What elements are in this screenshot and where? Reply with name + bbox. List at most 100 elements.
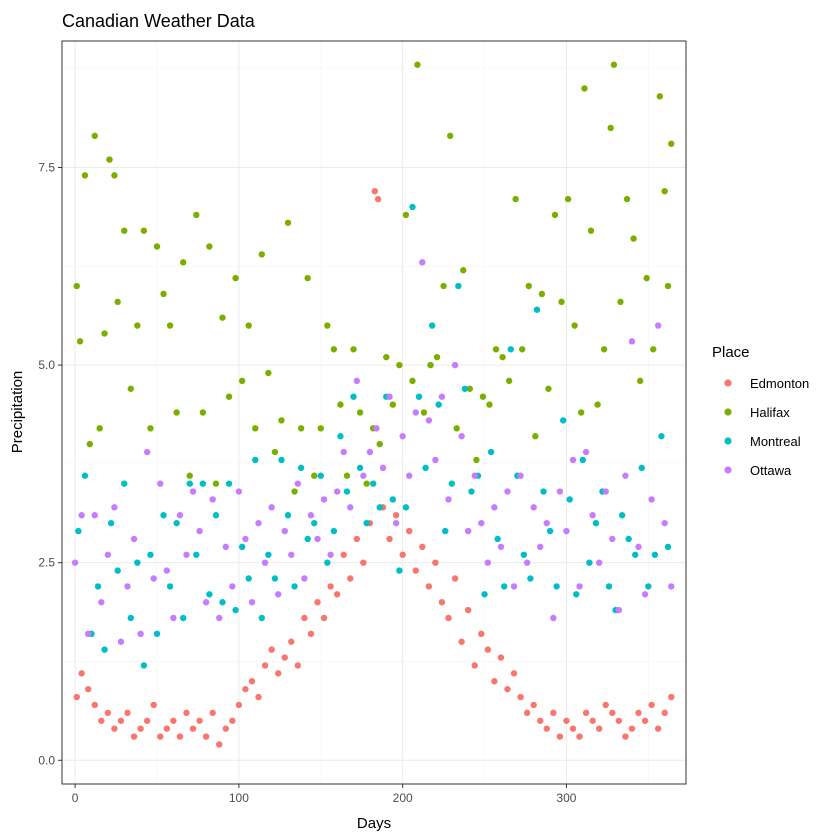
data-point-montreal <box>605 583 613 590</box>
data-point-ottawa <box>307 512 315 519</box>
data-point-montreal <box>238 543 246 551</box>
data-point-edmonton <box>668 693 675 701</box>
data-point-edmonton <box>445 614 452 622</box>
data-point-montreal <box>317 472 324 479</box>
data-point-halifax <box>664 282 672 290</box>
data-point-montreal <box>389 496 397 503</box>
data-point-edmonton <box>78 670 85 677</box>
x-axis: 0 100 200 300 <box>72 784 577 805</box>
data-point-halifax <box>607 124 614 132</box>
data-point-ottawa <box>419 259 426 266</box>
data-point-halifax <box>330 346 338 353</box>
data-point-edmonton <box>602 701 609 709</box>
data-point-montreal <box>442 527 449 535</box>
data-point-halifax <box>409 377 416 385</box>
data-point-halifax <box>587 227 595 234</box>
data-point-ottawa <box>412 409 419 416</box>
x-tick-label: 100 <box>229 791 249 805</box>
data-point-ottawa <box>196 527 203 535</box>
data-point-halifax <box>291 488 298 495</box>
data-point-edmonton <box>314 599 321 606</box>
data-point-montreal <box>271 575 279 582</box>
data-point-ottawa <box>314 535 321 543</box>
data-point-halifax <box>610 61 618 68</box>
data-point-edmonton <box>163 725 171 732</box>
data-point-montreal <box>212 512 220 519</box>
data-point-montreal <box>232 606 239 614</box>
data-point-ottawa <box>170 614 177 622</box>
data-point-halifax <box>91 132 98 140</box>
data-point-edmonton <box>183 709 190 717</box>
data-point-edmonton <box>464 606 472 614</box>
data-point-ottawa <box>471 472 478 479</box>
data-point-halifax <box>121 227 128 234</box>
data-point-montreal <box>284 512 292 519</box>
data-point-ottawa <box>504 488 511 495</box>
data-point-montreal <box>645 583 652 590</box>
data-point-ottawa <box>320 496 328 503</box>
data-point-ottawa <box>438 393 446 400</box>
data-point-edmonton <box>412 567 419 574</box>
data-point-montreal <box>127 614 134 622</box>
data-point-ottawa <box>635 543 642 551</box>
y-tick-label: 7.5 <box>38 160 55 174</box>
data-points <box>71 61 675 748</box>
data-point-ottawa <box>654 322 662 329</box>
data-point-montreal <box>520 551 528 558</box>
data-point-edmonton <box>170 717 177 724</box>
data-point-edmonton <box>157 733 164 740</box>
legend-key-edmonton <box>724 379 732 387</box>
data-point-montreal <box>638 464 645 472</box>
data-point-halifax <box>581 85 588 92</box>
chart-title: Canadian Weather Data <box>62 11 256 31</box>
data-point-montreal <box>468 488 475 495</box>
data-point-ottawa <box>71 559 79 566</box>
data-point-ottawa <box>451 361 459 369</box>
data-point-ottawa <box>510 583 518 590</box>
data-point-ottawa <box>130 535 138 543</box>
data-point-ottawa <box>661 519 668 527</box>
data-point-halifax <box>473 456 480 464</box>
data-point-edmonton <box>569 725 577 732</box>
data-point-halifax <box>538 290 546 298</box>
data-point-ottawa <box>111 504 118 511</box>
data-point-halifax <box>219 314 226 321</box>
data-point-edmonton <box>609 709 616 717</box>
data-point-halifax <box>630 235 637 242</box>
data-point-halifax <box>179 259 187 266</box>
data-point-edmonton <box>301 614 308 622</box>
data-point-halifax <box>304 274 311 282</box>
x-tick-label: 200 <box>393 791 413 805</box>
data-point-ottawa <box>497 543 505 551</box>
data-point-edmonton <box>615 717 623 724</box>
data-point-halifax <box>101 330 108 337</box>
data-point-halifax <box>134 322 141 329</box>
data-point-montreal <box>435 401 442 408</box>
data-point-edmonton <box>85 685 92 693</box>
data-point-edmonton <box>635 709 642 717</box>
data-point-ottawa <box>399 433 406 440</box>
data-point-ottawa <box>392 519 400 527</box>
data-point-ottawa <box>216 614 223 622</box>
data-point-edmonton <box>98 717 105 724</box>
data-point-edmonton <box>406 527 413 535</box>
data-point-edmonton <box>150 701 157 709</box>
data-point-montreal <box>297 464 305 472</box>
data-point-ottawa <box>458 433 465 440</box>
data-point-edmonton <box>320 614 328 622</box>
data-point-ottawa <box>432 456 439 464</box>
data-point-halifax <box>311 472 318 479</box>
data-point-edmonton <box>582 709 590 717</box>
data-point-halifax <box>324 322 331 329</box>
data-point-halifax <box>86 440 94 448</box>
data-point-edmonton <box>517 693 524 701</box>
data-point-edmonton <box>425 583 433 590</box>
data-point-montreal <box>304 535 311 543</box>
data-point-edmonton <box>124 709 131 717</box>
data-point-halifax <box>643 274 650 282</box>
data-point-halifax <box>96 425 103 432</box>
data-point-halifax <box>284 219 292 226</box>
data-point-edmonton <box>530 701 537 709</box>
data-point-ottawa <box>550 614 557 622</box>
data-point-edmonton <box>628 725 636 732</box>
